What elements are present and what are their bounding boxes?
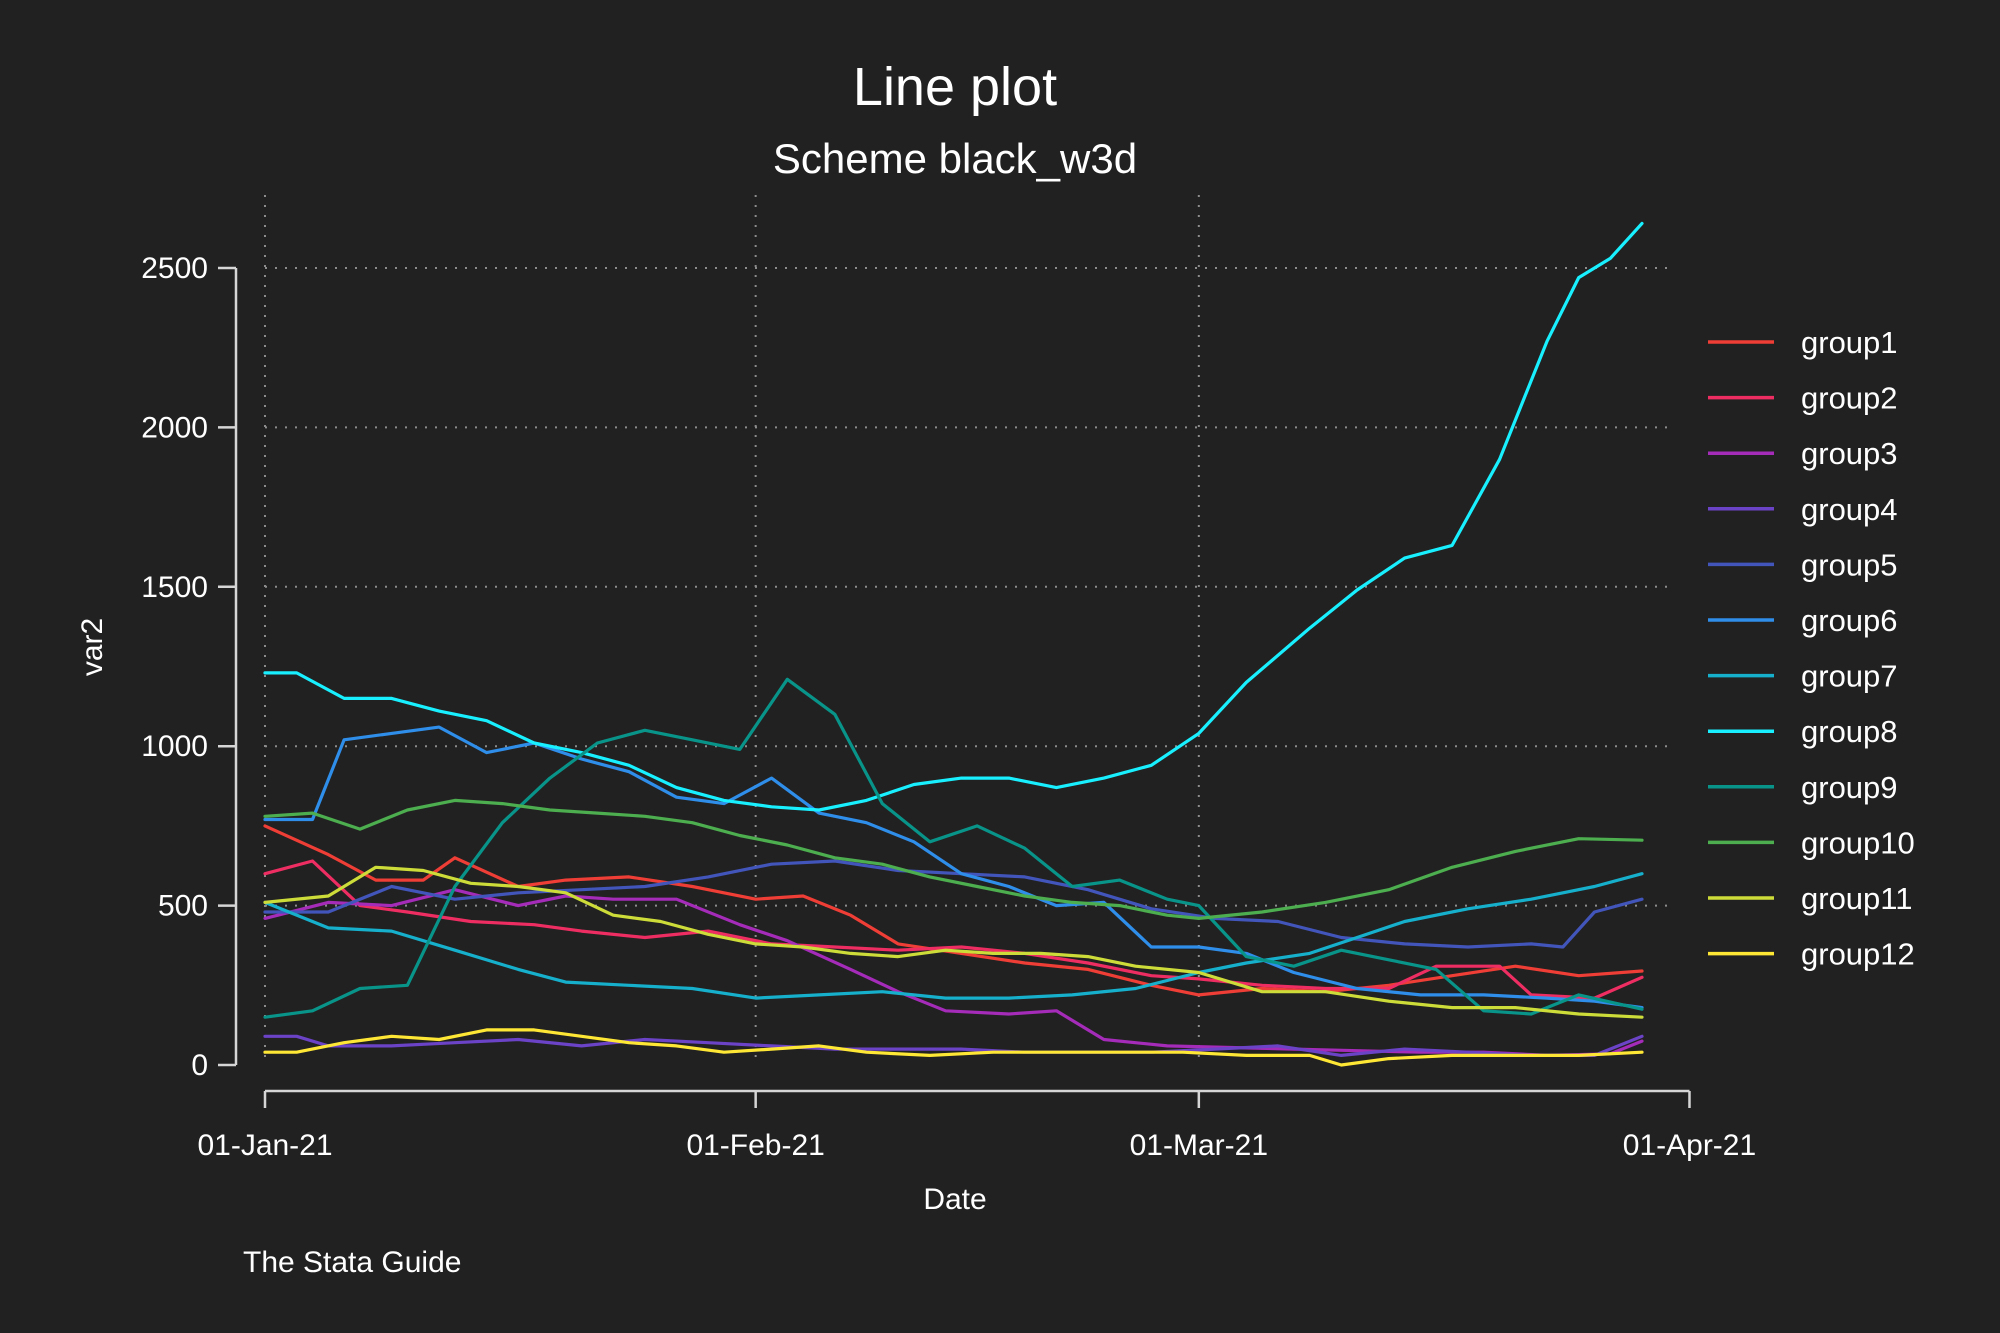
series-line-group11 xyxy=(263,865,1644,1019)
chart-note: The Stata Guide xyxy=(243,1246,461,1279)
legend-label: group5 xyxy=(1801,547,1898,582)
legend-item-group9: group9 xyxy=(1708,770,1898,805)
legend-label: group6 xyxy=(1801,603,1898,638)
grid xyxy=(264,195,1668,1065)
legend-item-group4: group4 xyxy=(1708,492,1898,527)
series-lines xyxy=(263,221,1644,1067)
y-axis-label: var2 xyxy=(76,618,109,676)
chart-title: Line plot xyxy=(853,57,1057,117)
legend-label: group10 xyxy=(1801,825,1915,860)
legend: group1 group2 group3 group4 group5 group6 grou… xyxy=(1708,325,1915,972)
axes: 0 500 1000 1500 2000 2500 01-Jan-21 01-Feb-21 01… xyxy=(141,252,1756,1162)
chart-subtitle: Scheme black_w3d xyxy=(773,135,1137,182)
legend-item-group12: group12 xyxy=(1708,937,1915,972)
x-tick-label: 01-Apr-21 xyxy=(1623,1129,1756,1162)
series-line-group8 xyxy=(263,221,1644,812)
legend-item-group3: group3 xyxy=(1708,436,1898,471)
series-line-group4 xyxy=(263,1034,1644,1058)
legend-label: group3 xyxy=(1801,436,1898,471)
legend-item-group1: group1 xyxy=(1708,325,1898,360)
legend-label: group11 xyxy=(1801,881,1912,916)
series-line-group9 xyxy=(263,677,1644,1019)
y-tick-label: 0 xyxy=(191,1049,208,1082)
series-line-group7 xyxy=(263,872,1644,1000)
series-line-group1 xyxy=(263,824,1644,997)
legend-item-group6: group6 xyxy=(1708,603,1898,638)
legend-item-group2: group2 xyxy=(1708,381,1898,416)
y-tick-label: 1000 xyxy=(141,730,208,763)
legend-label: group12 xyxy=(1801,937,1915,972)
legend-item-group7: group7 xyxy=(1708,659,1898,694)
legend-label: group2 xyxy=(1801,381,1898,416)
x-tick-label: 01-Jan-21 xyxy=(197,1129,332,1162)
legend-label: group1 xyxy=(1801,325,1898,360)
legend-item-group5: group5 xyxy=(1708,547,1898,582)
legend-label: group7 xyxy=(1801,659,1898,694)
series-line-group3 xyxy=(263,888,1644,1058)
x-axis-label: Date xyxy=(923,1183,986,1216)
series-line-group10 xyxy=(263,798,1644,921)
legend-item-group10: group10 xyxy=(1708,825,1915,860)
series-line-group12 xyxy=(263,1028,1644,1067)
y-tick-label: 2000 xyxy=(141,411,208,444)
series-line-group2 xyxy=(263,859,1644,1000)
x-tick-label: 01-Mar-21 xyxy=(1130,1129,1268,1162)
legend-label: group8 xyxy=(1801,714,1898,749)
legend-item-group8: group8 xyxy=(1708,714,1898,749)
y-tick-label: 500 xyxy=(158,890,208,923)
legend-item-group11: group11 xyxy=(1708,881,1912,916)
legend-label: group9 xyxy=(1801,770,1898,805)
legend-label: group4 xyxy=(1801,492,1898,527)
x-tick-label: 01-Feb-21 xyxy=(686,1129,824,1162)
y-tick-label: 2500 xyxy=(141,252,208,285)
series-line-group5 xyxy=(263,859,1644,949)
y-tick-label: 1500 xyxy=(141,571,208,604)
series-line-group6 xyxy=(263,725,1644,1010)
